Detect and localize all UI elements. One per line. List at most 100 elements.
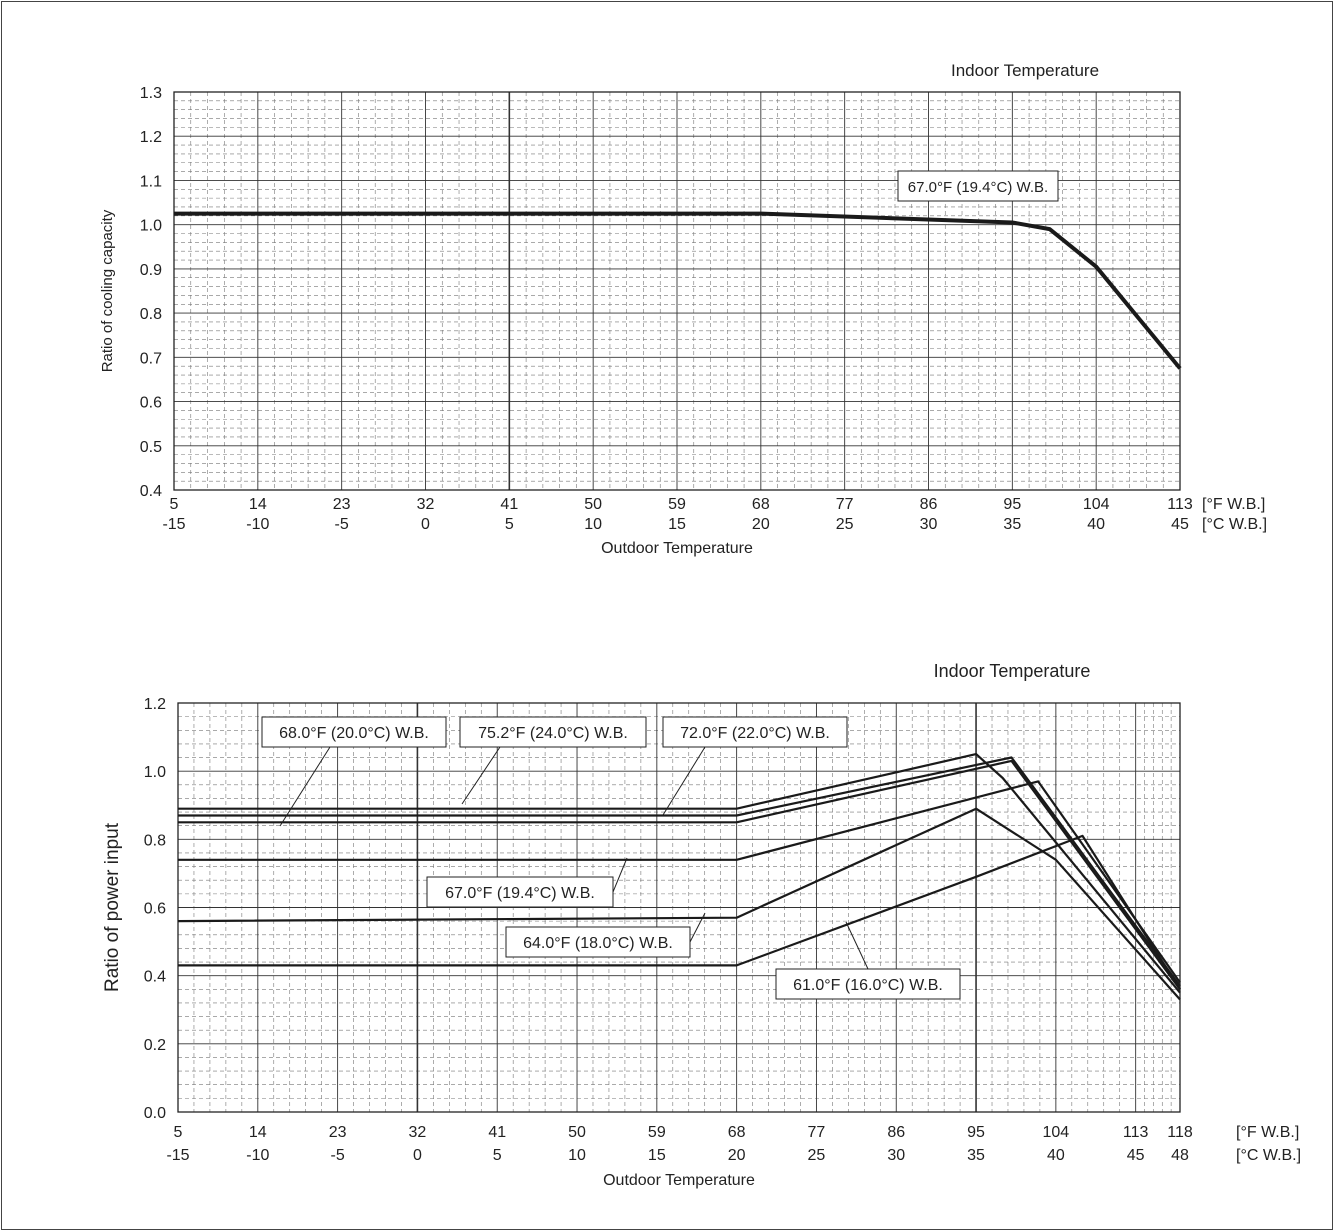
series-label: 67.0°F (19.4°C) W.B. — [445, 885, 595, 902]
y-tick-label: 0.5 — [140, 439, 162, 456]
series-line — [178, 759, 1181, 990]
major-grid — [177, 702, 1181, 1113]
x-tick-label-c: 35 — [967, 1147, 985, 1164]
x-tick-label-f: 50 — [568, 1124, 586, 1141]
x-tick-label-f: 5 — [174, 1124, 183, 1141]
x-tick-label-f: 77 — [808, 1124, 826, 1141]
x-tick-label-c: -5 — [330, 1147, 344, 1164]
series-label-box — [505, 926, 691, 958]
x-tick-label-f: 118 — [1167, 1124, 1193, 1141]
series-label-box — [459, 716, 647, 748]
leader-line — [845, 921, 869, 970]
series-label: 64.0°F (18.0°C) W.B. — [523, 935, 673, 952]
x-tick-label-c: 0 — [421, 516, 430, 533]
chart-1: 0.4 0.5 0.6 0.7 0.8 0.9 1.0 1.1 1.2 1.3 5 -15 14 -10 2… — [99, 61, 1267, 557]
x-tick-label-c: 0 — [413, 1147, 422, 1164]
leader-line — [612, 857, 628, 893]
x-tick-label-c: 10 — [584, 516, 602, 533]
y-tick-label: 0.6 — [144, 901, 166, 918]
chart-title: Indoor Temperature — [934, 661, 1091, 681]
x-tick-label-c: 25 — [836, 516, 854, 533]
x-tick-label-c: -10 — [246, 1147, 269, 1164]
x-tick-label-c: 40 — [1087, 516, 1105, 533]
x-tick-label-c: 20 — [728, 1147, 746, 1164]
chart-title: Indoor Temperature — [951, 61, 1099, 80]
x-tick-label-c: 15 — [668, 516, 686, 533]
x-unit-c: [°C W.B.] — [1236, 1147, 1301, 1164]
y-tick-label: 0.2 — [144, 1037, 166, 1054]
x-tick-label-c: 35 — [1003, 516, 1021, 533]
series-label: 61.0°F (16.0°C) W.B. — [793, 977, 943, 994]
series-line — [178, 756, 1181, 987]
leader-line — [662, 746, 706, 816]
x-tick-label-f: 41 — [488, 1124, 506, 1141]
x-tick-label-c: 30 — [920, 516, 938, 533]
y-tick-label: 1.1 — [140, 173, 162, 190]
x-tick-label-f: 14 — [249, 1124, 267, 1141]
series-label-box — [897, 170, 1059, 202]
plot-area — [177, 702, 1181, 1113]
x-tick-label-c: 40 — [1047, 1147, 1065, 1164]
x-unit-c: [°C W.B.] — [1202, 516, 1267, 533]
series-line — [178, 752, 1181, 994]
chart-2: 0.0 0.2 0.4 0.6 0.8 1.0 1.2 5 -15 14 -10 23 -5 32 0 41 5… — [102, 661, 1301, 1189]
x-tick-label-f: 59 — [668, 496, 686, 513]
series-line — [174, 211, 1182, 370]
series-label-box — [662, 716, 848, 748]
y-tick-label: 0.4 — [144, 969, 166, 986]
y-axis-label: Ratio of cooling capacity — [99, 209, 116, 372]
y-tick-label: 1.0 — [144, 764, 166, 781]
x-tick-label-f: 5 — [170, 496, 179, 513]
x-tick-label-f: 32 — [409, 1124, 427, 1141]
x-tick-label-f: 50 — [584, 496, 602, 513]
y-tick-label: 0.4 — [140, 483, 162, 500]
y-tick-label: 0.8 — [140, 306, 162, 323]
x-tick-label-f: 86 — [887, 1124, 905, 1141]
series-label: 75.2°F (24.0°C) W.B. — [478, 725, 628, 742]
x-tick-label-f: 104 — [1043, 1124, 1070, 1141]
x-tick-label-c: 45 — [1127, 1147, 1145, 1164]
y-tick-label: 1.3 — [140, 85, 162, 102]
x-tick-label-f: 77 — [836, 496, 854, 513]
x-tick-label-c: 20 — [752, 516, 770, 533]
y-tick-label: 0.0 — [144, 1105, 166, 1122]
x-tick-label-f: 14 — [249, 496, 267, 513]
x-tick-label-f: 113 — [1167, 496, 1193, 513]
series-label-box — [426, 876, 614, 908]
x-tick-label-f: 95 — [1003, 496, 1021, 513]
x-tick-label-f: 104 — [1083, 496, 1110, 513]
y-tick-label: 0.6 — [140, 395, 162, 412]
minor-grid — [174, 92, 1180, 490]
y-tick-label: 1.2 — [140, 129, 162, 146]
series-label-box — [261, 716, 447, 748]
leader-line — [279, 746, 331, 827]
x-axis-label: Outdoor Temperature — [601, 540, 753, 557]
x-tick-label-f: 68 — [728, 1124, 746, 1141]
x-tick-label-f: 23 — [333, 496, 351, 513]
x-unit-f: [°F W.B.] — [1236, 1124, 1299, 1141]
series-line — [178, 834, 1181, 990]
x-tick-label-f: 95 — [967, 1124, 985, 1141]
x-tick-label-f: 41 — [500, 496, 518, 513]
plot-area — [173, 91, 1181, 491]
x-tick-label-c: -5 — [335, 516, 349, 533]
series-label: 67.0°F (19.4°C) W.B. — [908, 179, 1048, 196]
x-tick-label-c: -10 — [246, 516, 269, 533]
y-tick-label: 1.2 — [144, 696, 166, 713]
leader-line — [689, 912, 706, 943]
x-tick-label-f: 113 — [1123, 1124, 1149, 1141]
y-tick-label: 0.8 — [144, 832, 166, 849]
x-tick-label-c: 15 — [648, 1147, 666, 1164]
series-line — [178, 780, 1181, 984]
y-tick-label: 0.9 — [140, 262, 162, 279]
x-tick-label-f: 32 — [417, 496, 435, 513]
series-label: 72.0°F (22.0°C) W.B. — [680, 725, 830, 742]
x-tick-label-c: 45 — [1171, 516, 1189, 533]
x-tick-label-c: 30 — [887, 1147, 905, 1164]
x-tick-label-c: 10 — [568, 1147, 586, 1164]
x-tick-label-c: 5 — [505, 516, 514, 533]
x-tick-label-f: 68 — [752, 496, 770, 513]
x-axis-label: Outdoor Temperature — [603, 1172, 755, 1189]
x-tick-label-c: 25 — [808, 1147, 826, 1164]
